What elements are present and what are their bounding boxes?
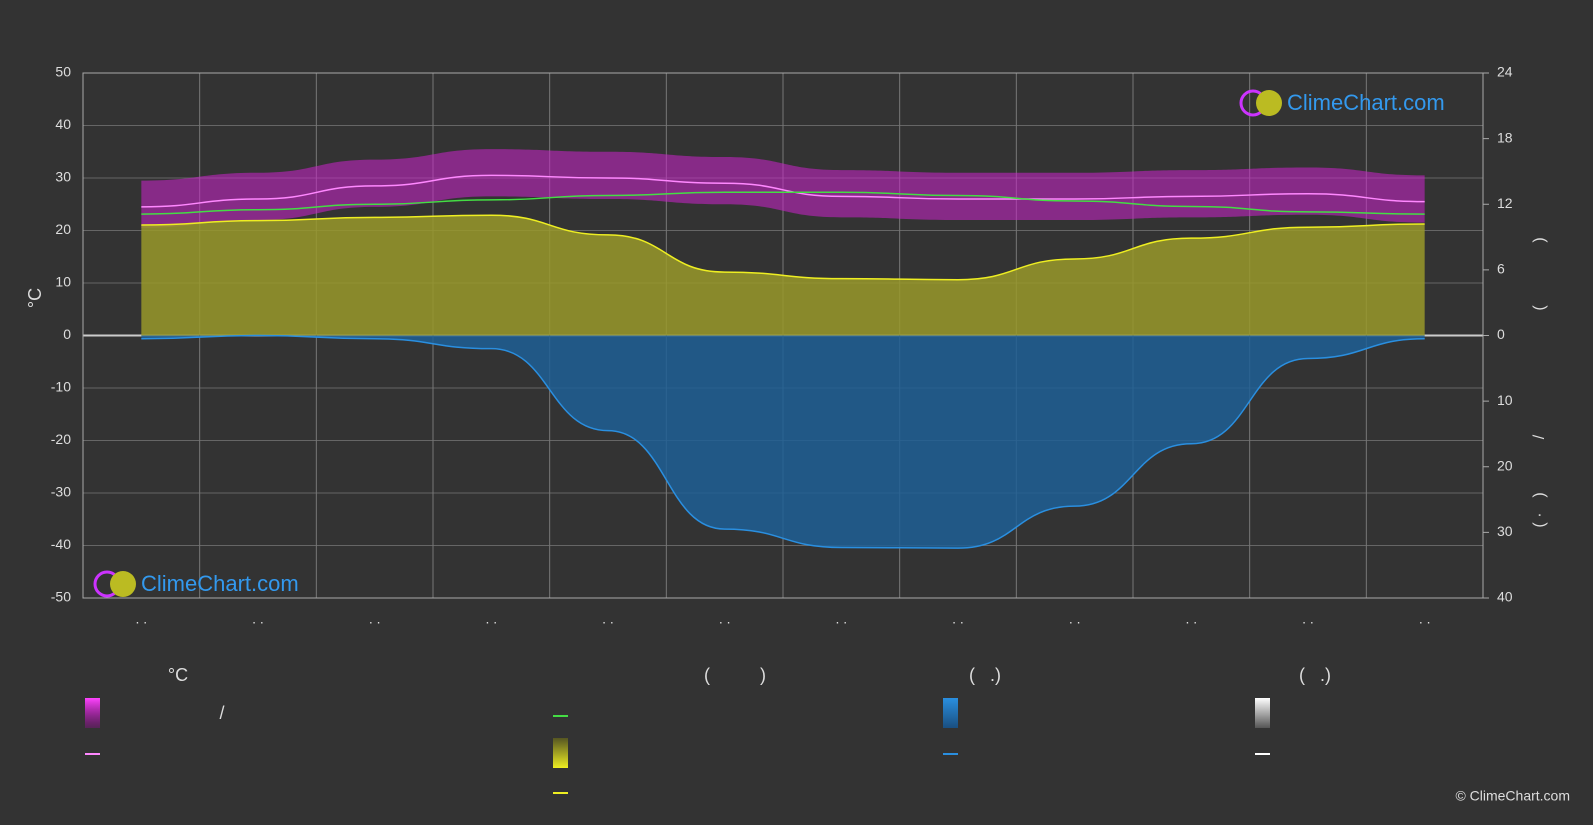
watermark: ClimeChart.com [1287, 90, 1445, 115]
y-tick-label: 50 [55, 64, 71, 80]
legend-text: / [219, 703, 224, 723]
y-tick-label: -30 [51, 484, 71, 500]
logo-sun [1256, 90, 1282, 116]
copyright: © ClimeChart.com [1455, 788, 1570, 804]
x-tick-label: . . [1419, 611, 1431, 627]
y-tick-label: 20 [55, 221, 71, 237]
y2-axis-title: / [1531, 434, 1548, 439]
y2-tick-label: 24 [1497, 64, 1513, 80]
y2-axis-title: ( · [1531, 512, 1548, 527]
x-tick-label: . . [835, 611, 847, 627]
legend-swatch [553, 738, 568, 768]
legend-heading: ( ) [704, 665, 766, 685]
temp-band [141, 149, 1425, 228]
line [141, 174, 1425, 208]
x-tick-label: . . [135, 611, 147, 627]
legend-swatch [943, 698, 958, 728]
y2-axis-title: ( [1531, 305, 1548, 311]
x-tick-label: . . [952, 611, 964, 627]
area [141, 335, 1425, 549]
legend-heading: ( .) [1299, 665, 1331, 685]
x-tick-label: . . [1302, 611, 1314, 627]
legend-heading: ( .) [969, 665, 1001, 685]
legend-swatch [1255, 698, 1270, 728]
x-tick-label: . . [719, 611, 731, 627]
x-tick-label: . . [485, 611, 497, 627]
x-tick-label: . . [1069, 611, 1081, 627]
y2-axis-title: ) [1531, 237, 1548, 242]
y3-tick-label: 20 [1497, 457, 1513, 473]
y2-tick-label: 6 [1497, 261, 1505, 277]
y-tick-label: 0 [63, 326, 71, 342]
y3-tick-label: 10 [1497, 392, 1513, 408]
x-tick-label: . . [602, 611, 614, 627]
plot-frame [82, 72, 1484, 599]
y2-tick-label: 18 [1497, 129, 1513, 145]
y-tick-label: 10 [55, 274, 71, 290]
legend-heading: °C [168, 665, 188, 685]
y-axis-title: °C [25, 288, 45, 308]
y3-tick-label: 30 [1497, 523, 1513, 539]
y2-tick-label: 0 [1497, 326, 1505, 342]
y-tick-label: -40 [51, 536, 71, 552]
y2-tick-label: 12 [1497, 195, 1513, 211]
x-tick-label: . . [252, 611, 264, 627]
y-tick-label: -10 [51, 379, 71, 395]
x-tick-label: . . [369, 611, 381, 627]
y-tick-label: -20 [51, 431, 71, 447]
y-tick-label: 30 [55, 169, 71, 185]
y2-axis-title: ) [1531, 492, 1548, 497]
watermark: ClimeChart.com [141, 571, 299, 596]
logo-sun [110, 571, 136, 597]
line [141, 191, 1425, 215]
legend-swatch [85, 698, 100, 728]
line [141, 334, 1425, 549]
x-tick-label: . . [1185, 611, 1197, 627]
y3-tick-label: 40 [1497, 589, 1513, 605]
y-tick-label: 40 [55, 116, 71, 132]
y-tick-label: -50 [51, 589, 71, 605]
line [141, 214, 1425, 281]
